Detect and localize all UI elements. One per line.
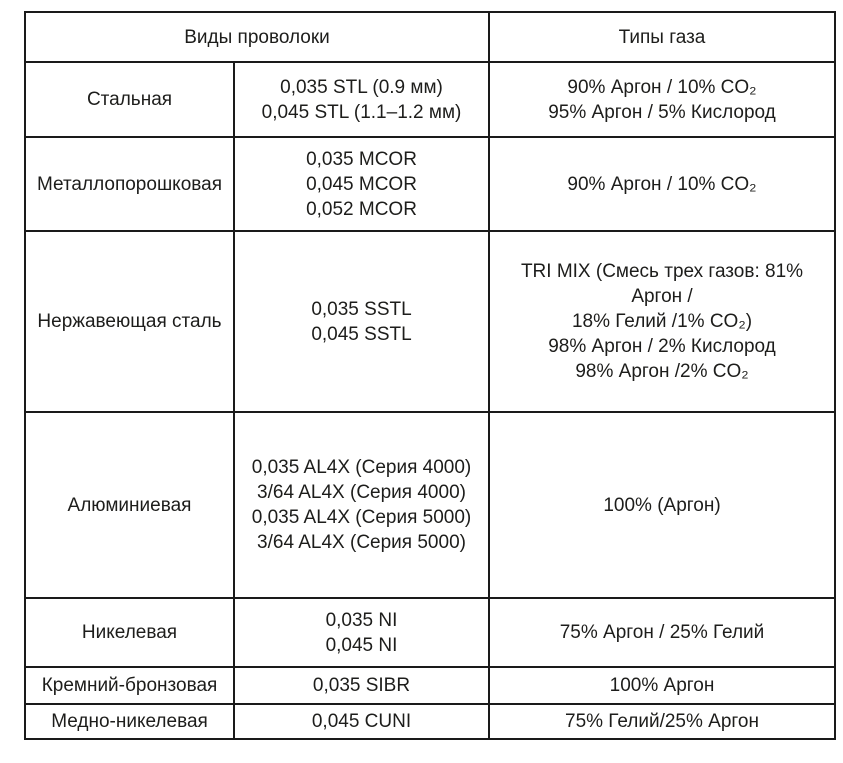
table-row: Медно-никелевая 0,045 CUNI 75% Гелий/25%…	[24, 703, 836, 740]
gas-type-line: 90% Аргон / 10% CO₂	[567, 173, 757, 195]
wire-size-line: 0,045 STL (1.1–1.2 мм)	[261, 101, 462, 123]
gas-type-line: 100% (Аргон)	[603, 494, 721, 516]
column-header-wire-types: Виды проволоки	[24, 11, 490, 63]
column-header-gas-types: Типы газа	[488, 11, 836, 63]
wire-type-cell: Кремний-бронзовая	[24, 666, 235, 705]
gas-type-line: 95% Аргон / 5% Кислород	[548, 101, 776, 123]
gas-type-line: 98% Аргон / 2% Кислород	[548, 336, 776, 357]
gas-types-cell: 100% Аргон	[488, 666, 836, 705]
gas-type-line: 98% Аргон /2% CO₂	[575, 361, 749, 382]
gas-types-cell: 90% Аргон / 10% CO₂	[488, 136, 836, 232]
wire-size-line: 0,035 AL4X (Серия 4000)	[251, 457, 472, 478]
wire-sizes-cell: 0,035 MCOR 0,045 MCOR 0,052 MCOR	[233, 136, 490, 232]
header-row: Виды проволоки Типы газа	[24, 11, 836, 63]
wire-size-line: 0,045 NI	[325, 634, 398, 656]
wire-type-cell: Никелевая	[24, 597, 235, 668]
wire-type-cell: Металлопорошковая	[24, 136, 235, 232]
gas-type-line: 18% Гелий /1% CO₂)	[571, 311, 753, 332]
gas-type-line: 75% Гелий/25% Аргон	[565, 711, 759, 732]
gas-types-cell: 75% Аргон / 25% Гелий	[488, 597, 836, 668]
wire-size-line: 0,035 MCOR	[306, 148, 417, 170]
table-row: Нержавеющая сталь 0,035 SSTL 0,045 SSTL …	[24, 230, 836, 413]
wire-sizes-cell: 0,035 STL (0.9 мм) 0,045 STL (1.1–1.2 мм…	[233, 61, 490, 138]
wire-type-cell: Медно-никелевая	[24, 703, 235, 740]
gas-types-cell: 75% Гелий/25% Аргон	[488, 703, 836, 740]
table-row: Металлопорошковая 0,035 MCOR 0,045 MCOR …	[24, 136, 836, 232]
gas-type-line: 90% Аргон / 10% CO₂	[567, 76, 757, 98]
gas-type-line: Аргон /	[631, 286, 693, 307]
wire-size-line: 0,035 SSTL	[311, 298, 412, 320]
wire-size-line: 0,052 MCOR	[306, 198, 417, 220]
wire-size-line: 0,045 MCOR	[306, 173, 417, 195]
wire-type-cell: Алюминиевая	[24, 411, 235, 599]
wire-size-line: 0,035 SIBR	[312, 675, 411, 696]
wire-type-cell: Стальная	[24, 61, 235, 138]
table-row: Никелевая 0,035 NI 0,045 NI 75% Аргон / …	[24, 597, 836, 668]
wire-size-line: 0,045 CUNI	[311, 711, 412, 732]
wire-sizes-cell: 0,035 SSTL 0,045 SSTL	[233, 230, 490, 413]
table-row: Стальная 0,035 STL (0.9 мм) 0,045 STL (1…	[24, 61, 836, 138]
gas-type-line: TRI MIX (Смесь трех газов: 81%	[520, 261, 804, 282]
wire-sizes-cell: 0,035 NI 0,045 NI	[233, 597, 490, 668]
wire-size-line: 3/64 AL4X (Серия 5000)	[257, 532, 466, 553]
wire-sizes-cell: 0,045 CUNI	[233, 703, 490, 740]
gas-type-line: 100% Аргон	[609, 675, 715, 696]
wire-size-line: 0,035 AL4X (Серия 5000)	[251, 507, 472, 528]
gas-type-line: 75% Аргон / 25% Гелий	[559, 622, 765, 643]
table-row: Алюминиевая 0,035 AL4X (Серия 4000) 3/64…	[24, 411, 836, 599]
table-row: Кремний-бронзовая 0,035 SIBR 100% Аргон	[24, 666, 836, 705]
wire-size-line: 0,045 SSTL	[311, 323, 412, 345]
wire-sizes-cell: 0,035 SIBR	[233, 666, 490, 705]
gas-types-cell: 90% Аргон / 10% CO₂ 95% Аргон / 5% Кисло…	[488, 61, 836, 138]
wire-size-line: 0,035 STL (0.9 мм)	[280, 76, 443, 98]
wire-sizes-cell: 0,035 AL4X (Серия 4000) 3/64 AL4X (Серия…	[233, 411, 490, 599]
wire-size-line: 3/64 AL4X (Серия 4000)	[257, 482, 466, 503]
gas-types-cell: 100% (Аргон)	[488, 411, 836, 599]
wire-size-line: 0,035 NI	[325, 609, 398, 631]
wire-gas-table: Виды проволоки Типы газа Стальная 0,035 …	[24, 11, 836, 740]
gas-types-cell: TRI MIX (Смесь трех газов: 81% Аргон / 1…	[488, 230, 836, 413]
wire-type-cell: Нержавеющая сталь	[24, 230, 235, 413]
